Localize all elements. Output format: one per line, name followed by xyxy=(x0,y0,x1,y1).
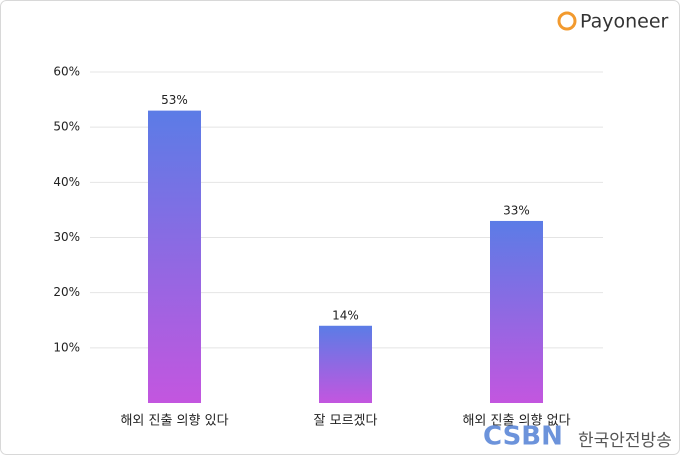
logo: Payoneer xyxy=(580,11,669,33)
y-tick-label: 40% xyxy=(53,175,80,189)
y-tick-label: 30% xyxy=(53,230,80,244)
value-label: 33% xyxy=(503,203,530,217)
x-tick-label: 해외 진출 의향 없다 xyxy=(462,414,570,429)
x-tick-label: 잘 모르겠다 xyxy=(314,414,378,429)
value-label: 14% xyxy=(332,308,359,322)
y-tick-label: 50% xyxy=(53,120,80,134)
x-tick-label: 해외 진출 의향 있다 xyxy=(120,414,228,429)
watermark-text: 한국안전방송 xyxy=(578,431,672,451)
watermark-mark: CSBN xyxy=(483,422,563,452)
bar xyxy=(490,220,543,403)
bar xyxy=(319,325,372,403)
value-label: 53% xyxy=(161,93,188,107)
bar xyxy=(148,110,201,403)
logo-icon xyxy=(557,11,577,31)
y-tick-label: 10% xyxy=(53,340,80,354)
y-tick-label: 60% xyxy=(53,65,80,79)
y-tick-label: 20% xyxy=(53,285,80,299)
